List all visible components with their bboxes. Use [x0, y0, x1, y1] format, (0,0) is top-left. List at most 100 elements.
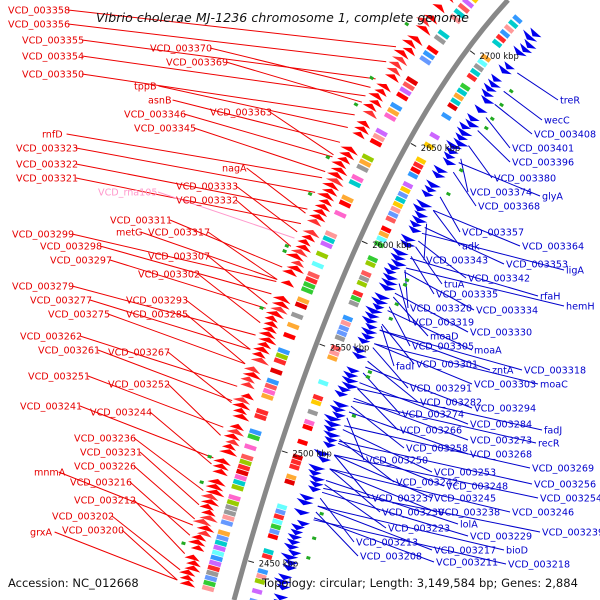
leader-line	[357, 388, 399, 431]
gene-arrow	[504, 61, 515, 70]
leader-line	[317, 505, 505, 551]
gene-block	[306, 555, 311, 560]
gene-block	[312, 393, 324, 402]
gene-arrow	[325, 178, 344, 188]
right-gene-label-0: treR	[560, 96, 580, 107]
accession-text: Accession: NC_012668	[8, 576, 139, 590]
gene-arrow	[346, 366, 360, 374]
gene-block	[231, 483, 244, 492]
gene-block	[340, 319, 352, 328]
left-gene-label-21: metG	[116, 228, 142, 239]
gene-block	[199, 480, 204, 485]
gene-block	[480, 53, 492, 63]
leader-line	[394, 292, 469, 333]
gene-block	[211, 549, 225, 558]
gene-arrow	[240, 376, 255, 384]
leader-line	[133, 499, 186, 554]
left-gene-label-9: VCD_003346	[124, 110, 186, 121]
gene-arrow	[431, 169, 446, 178]
leader-line	[398, 283, 411, 323]
gene-block	[358, 158, 372, 168]
leader-line	[379, 329, 523, 371]
gene-block	[351, 173, 364, 184]
gene-arrow	[262, 326, 277, 334]
gene-arrow	[291, 523, 305, 531]
gene-arrow	[192, 519, 212, 527]
gene-arrow	[240, 393, 254, 401]
gene-block	[275, 508, 286, 516]
gene-arrow	[179, 569, 196, 577]
gene-arrow	[308, 463, 326, 472]
left-gene-label-12: rnfD	[42, 130, 63, 141]
leader-line	[133, 437, 204, 491]
gene-arrow	[317, 193, 335, 202]
right-gene-label-65: VCD_003218	[508, 560, 570, 571]
gene-block	[259, 305, 264, 310]
gene-arrow	[253, 346, 270, 355]
leader-line	[75, 163, 308, 210]
right-gene-label-64: VCD_003211	[436, 558, 498, 569]
leader-line	[315, 511, 359, 557]
gene-block	[315, 250, 329, 260]
leader-line	[365, 366, 473, 409]
right-gene-label-50: VCD_003237	[372, 494, 434, 505]
leader-line	[269, 111, 334, 156]
leader-line	[235, 199, 292, 247]
leader-line	[197, 273, 261, 324]
gene-arrow	[290, 249, 308, 258]
gene-arrow	[278, 573, 293, 581]
left-gene-label-20: VCD_003311	[110, 216, 172, 227]
gene-arrow	[290, 260, 305, 268]
gene-arrow	[390, 252, 407, 261]
right-gene-label-21: VCD_003334	[476, 306, 538, 317]
right-gene-label-45: VCD_003269	[532, 464, 594, 475]
gene-block	[239, 458, 252, 467]
gene-arrow	[354, 126, 369, 135]
gene-arrow	[225, 439, 240, 447]
gene-arrow	[387, 262, 401, 271]
gene-arrow	[376, 83, 391, 93]
leader-line	[66, 133, 323, 179]
gene-block	[271, 518, 283, 526]
gene-block	[483, 125, 489, 131]
leader-line	[333, 454, 371, 499]
right-gene-label-60: VCD_003213	[356, 538, 418, 549]
gene-block	[383, 112, 397, 122]
gene-block	[342, 314, 354, 323]
leader-line	[54, 531, 178, 581]
gene-block	[508, 19, 519, 30]
gene-block	[282, 248, 287, 254]
gene-block	[367, 370, 373, 375]
gene-features	[179, 0, 542, 600]
gene-block	[348, 179, 362, 189]
gene-block	[217, 529, 231, 537]
gene-arrow	[453, 137, 469, 147]
gene-block	[207, 564, 221, 573]
gene-arrow	[390, 258, 407, 267]
gene-arrow	[365, 322, 378, 330]
gene-block	[469, 67, 481, 78]
gene-arrow	[365, 305, 383, 314]
leader-line	[75, 177, 301, 225]
right-gene-label-36: VCD_003274	[402, 410, 464, 421]
gene-arrow	[296, 497, 314, 506]
gene-block	[240, 453, 254, 462]
gene-arrow	[374, 89, 387, 97]
right-gene-label-62: bioD	[506, 546, 528, 557]
gene-block	[402, 282, 408, 288]
ruler-label: 2650 kbp	[421, 143, 460, 153]
leader-line	[140, 231, 278, 280]
gene-arrow	[393, 49, 409, 60]
gene-block	[261, 553, 273, 561]
left-gene-label-29: VCD_003277	[30, 296, 92, 307]
right-gene-label-33: VCD_003291	[410, 384, 472, 395]
gene-block	[412, 161, 424, 170]
gene-arrow	[297, 239, 311, 247]
left-gene-label-1: VCD_003356	[8, 20, 70, 31]
gene-block	[402, 180, 414, 190]
gene-block	[441, 111, 452, 121]
gene-block	[303, 418, 315, 427]
leader-line	[71, 285, 256, 336]
gene-arrow	[467, 113, 480, 122]
right-gene-label-52: VCD_003254	[540, 494, 600, 505]
